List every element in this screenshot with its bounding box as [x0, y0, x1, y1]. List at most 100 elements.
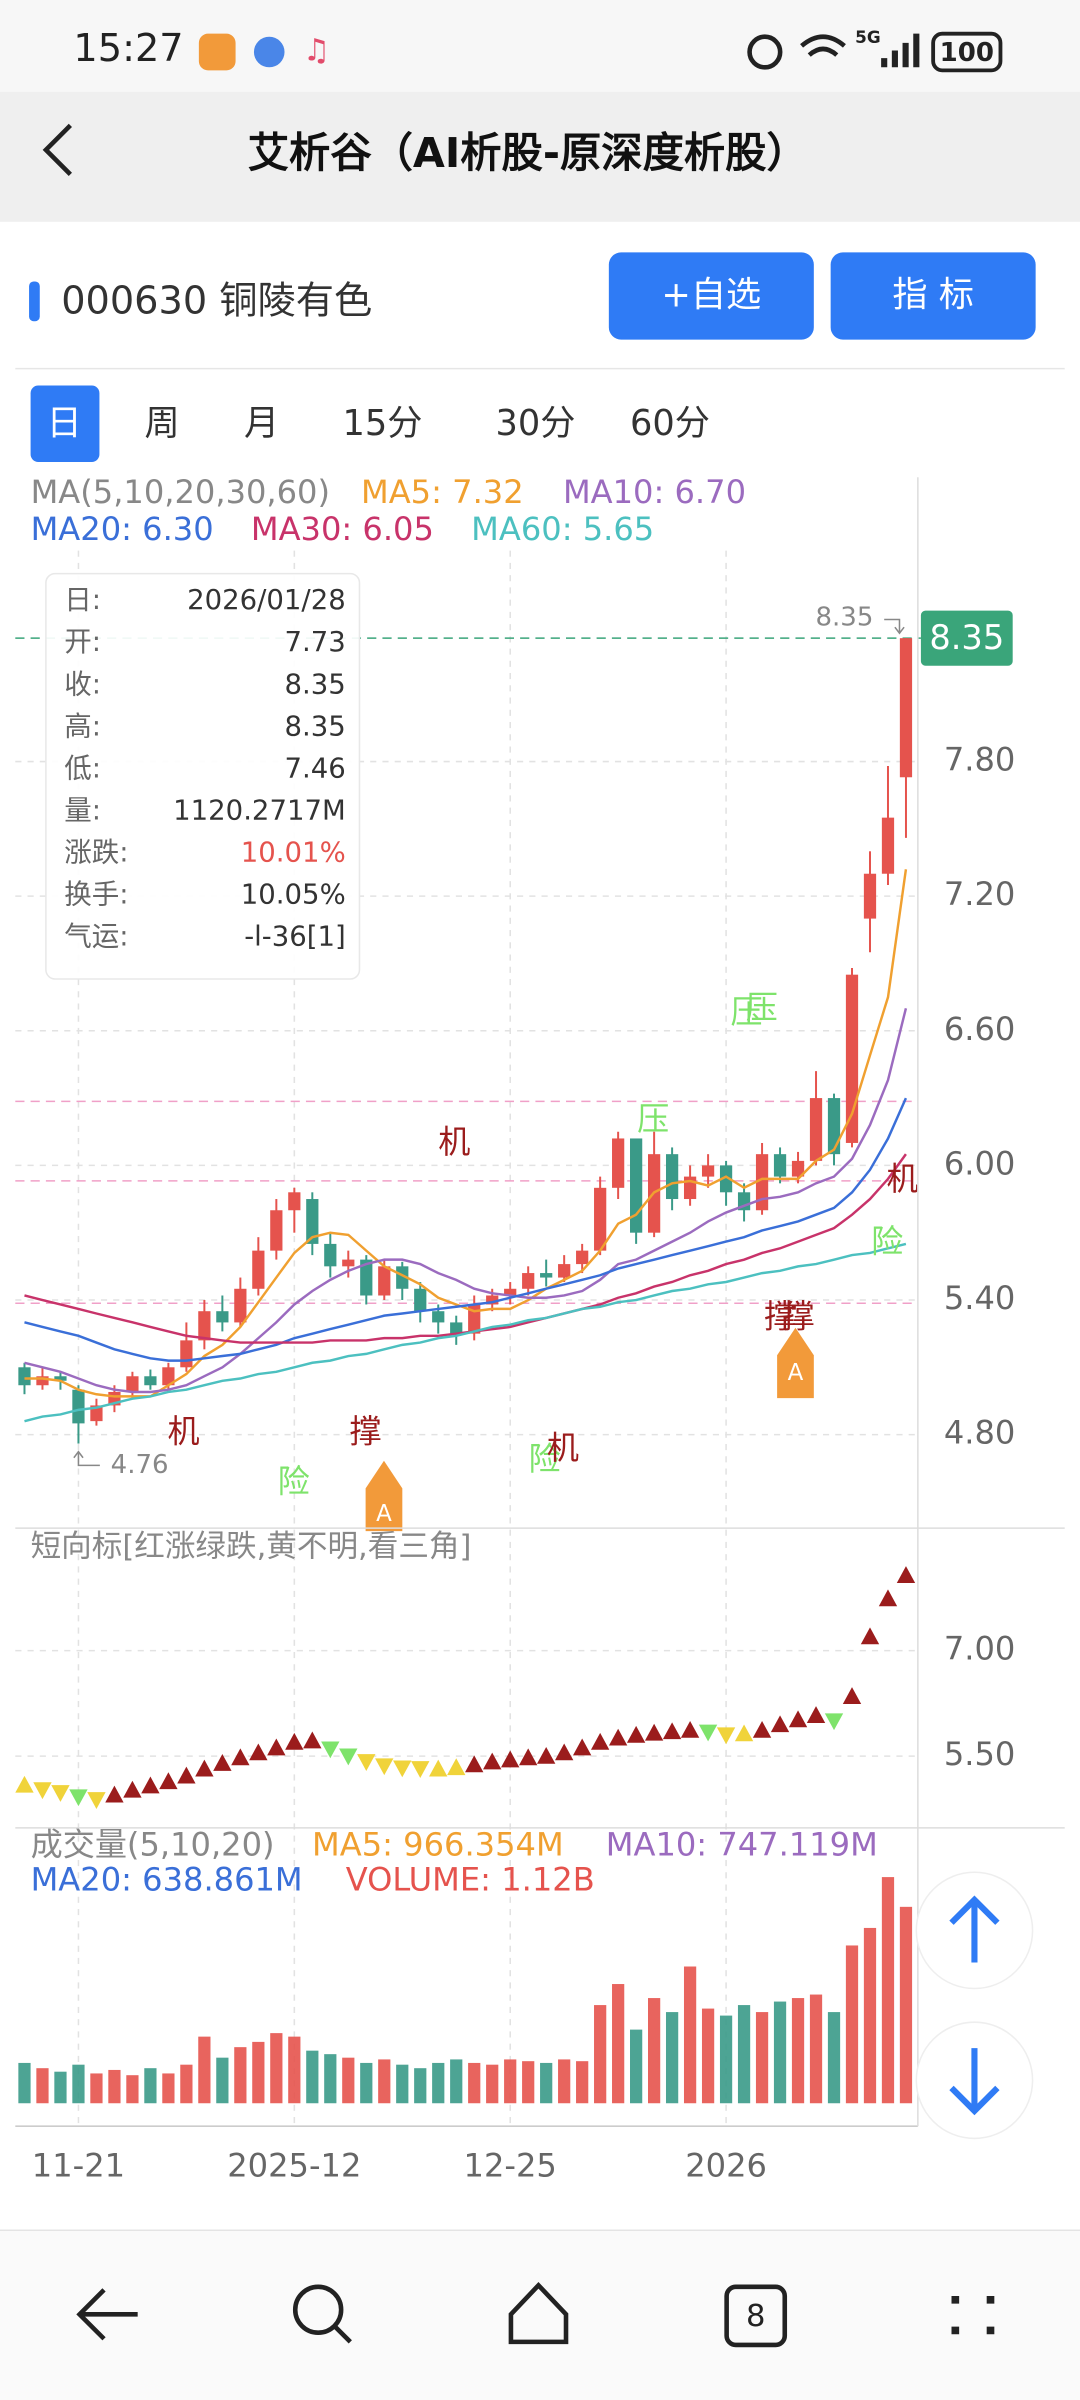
- indicator-button-label[interactable]: 指 标: [892, 275, 974, 316]
- annotation: 机: [547, 1429, 579, 1467]
- candle-body: [360, 1259, 373, 1296]
- candle-body: [342, 1259, 355, 1267]
- info-label: 气运:: [64, 921, 128, 953]
- indicator-button[interactable]: [830, 252, 1036, 340]
- indicator-triangle: [15, 1775, 34, 1793]
- watchlist-button[interactable]: [608, 252, 814, 340]
- volume-bar: [252, 2041, 265, 2104]
- indicator-triangle: [860, 1627, 880, 1645]
- indicator-triangle: [213, 1754, 232, 1771]
- nav-search-handle: [333, 2324, 352, 2344]
- indicator-triangle: [537, 1746, 556, 1764]
- ma-line: [24, 869, 908, 1398]
- volume-bar: [612, 1984, 625, 2104]
- watchlist-button-label[interactable]: +自选: [661, 275, 761, 316]
- volume-bar: [719, 2015, 733, 2104]
- nav-search[interactable]: [292, 2284, 344, 2335]
- candle-body: [719, 1165, 733, 1193]
- volume-bar: [108, 2069, 121, 2104]
- app-icon: [198, 33, 236, 71]
- volume-bar: [665, 2012, 679, 2104]
- candle-body: [414, 1288, 427, 1312]
- indicator-triangle: [321, 1741, 340, 1759]
- volume-bar: [737, 2005, 751, 2104]
- indicator-triangle: [51, 1785, 70, 1802]
- low-label: 4.76: [111, 1450, 169, 1480]
- last-price-label: 8.35: [929, 618, 1004, 657]
- info-label: 日:: [64, 584, 101, 616]
- indicator-triangle: [123, 1780, 142, 1798]
- back-button[interactable]: [42, 123, 72, 177]
- annotation: 撑: [764, 1298, 796, 1336]
- volume-bar: [288, 2036, 301, 2104]
- volume-bar: [378, 2059, 391, 2104]
- indicator-triangle: [716, 1727, 736, 1745]
- x-tick-label: 2026: [685, 2146, 767, 2184]
- info-value: 8.35: [284, 668, 345, 700]
- volume-bar: [504, 2059, 517, 2104]
- candle-body: [486, 1295, 499, 1305]
- arrow-up-icon: [949, 1895, 1000, 1963]
- annotation: 压: [730, 993, 762, 1031]
- nav-home[interactable]: [508, 2281, 569, 2345]
- volume-bar: [845, 1945, 859, 2104]
- legend-entry: MA60: 5.65: [471, 510, 654, 548]
- indicator-triangle: [339, 1748, 358, 1766]
- indicator-triangle: [465, 1755, 484, 1773]
- indicator-triangle: [608, 1728, 628, 1746]
- volume-bar: [306, 2050, 319, 2104]
- candle-body: [72, 1389, 85, 1424]
- stock-name: 000630 铜陵有色: [61, 279, 372, 323]
- indicator-triangle: [231, 1748, 250, 1766]
- volume-bar: [396, 2064, 409, 2104]
- nav-tabs[interactable]: [724, 2284, 788, 2348]
- volume-bar: [198, 2036, 211, 2104]
- tab-selected[interactable]: [30, 385, 100, 462]
- volume-bar: [162, 2073, 175, 2104]
- ma-line: [24, 1008, 908, 1394]
- tab[interactable]: 月: [244, 403, 279, 444]
- candle-body: [234, 1288, 247, 1323]
- candle-body: [90, 1405, 103, 1422]
- status-time: 15:27: [73, 27, 183, 71]
- nav-back[interactable]: [76, 2288, 138, 2341]
- indicator-triangle: [267, 1738, 286, 1756]
- annotation: 撑: [782, 1298, 814, 1336]
- candle-body: [827, 1098, 841, 1155]
- tab[interactable]: 周: [145, 403, 180, 444]
- tab[interactable]: 60分: [630, 403, 710, 444]
- signal-badge: [777, 1327, 814, 1399]
- indicator-triangle: [752, 1720, 772, 1738]
- nav-menu[interactable]: [951, 2295, 995, 2335]
- volume-bar: [522, 2061, 535, 2104]
- info-value: 7.46: [284, 752, 345, 784]
- y-tick-label: 5.50: [944, 1735, 1016, 1773]
- indicator-triangle: [590, 1732, 610, 1750]
- candle-body: [144, 1376, 157, 1386]
- indicator-triangle: [554, 1743, 574, 1761]
- indicator-triangle: [429, 1759, 448, 1777]
- battery-level: 100: [940, 38, 994, 68]
- volume-bar: [630, 2029, 643, 2104]
- indicator-triangle: [159, 1772, 178, 1790]
- legend-entry: MA10: 6.70: [563, 473, 746, 511]
- y-tick-label: 7.80: [944, 741, 1016, 779]
- candle-body: [594, 1187, 607, 1251]
- info-label: 低:: [64, 752, 101, 784]
- tab[interactable]: 日: [47, 403, 82, 444]
- tab[interactable]: 30分: [495, 403, 575, 444]
- volume-bar: [701, 2008, 715, 2104]
- info-value: 1120.2717M: [173, 794, 346, 826]
- info-label: 换手:: [64, 879, 128, 911]
- volume-bar: [144, 2068, 157, 2104]
- app-icon: ♫: [303, 34, 330, 69]
- low-arrow: [73, 1450, 100, 1467]
- candle-body: [612, 1138, 625, 1188]
- candle-body: [558, 1264, 571, 1278]
- tab[interactable]: 15分: [342, 403, 422, 444]
- candle-body: [378, 1266, 391, 1296]
- indicator-triangle: [626, 1725, 646, 1743]
- stock-marker: [29, 281, 40, 322]
- candle-body: [54, 1376, 67, 1381]
